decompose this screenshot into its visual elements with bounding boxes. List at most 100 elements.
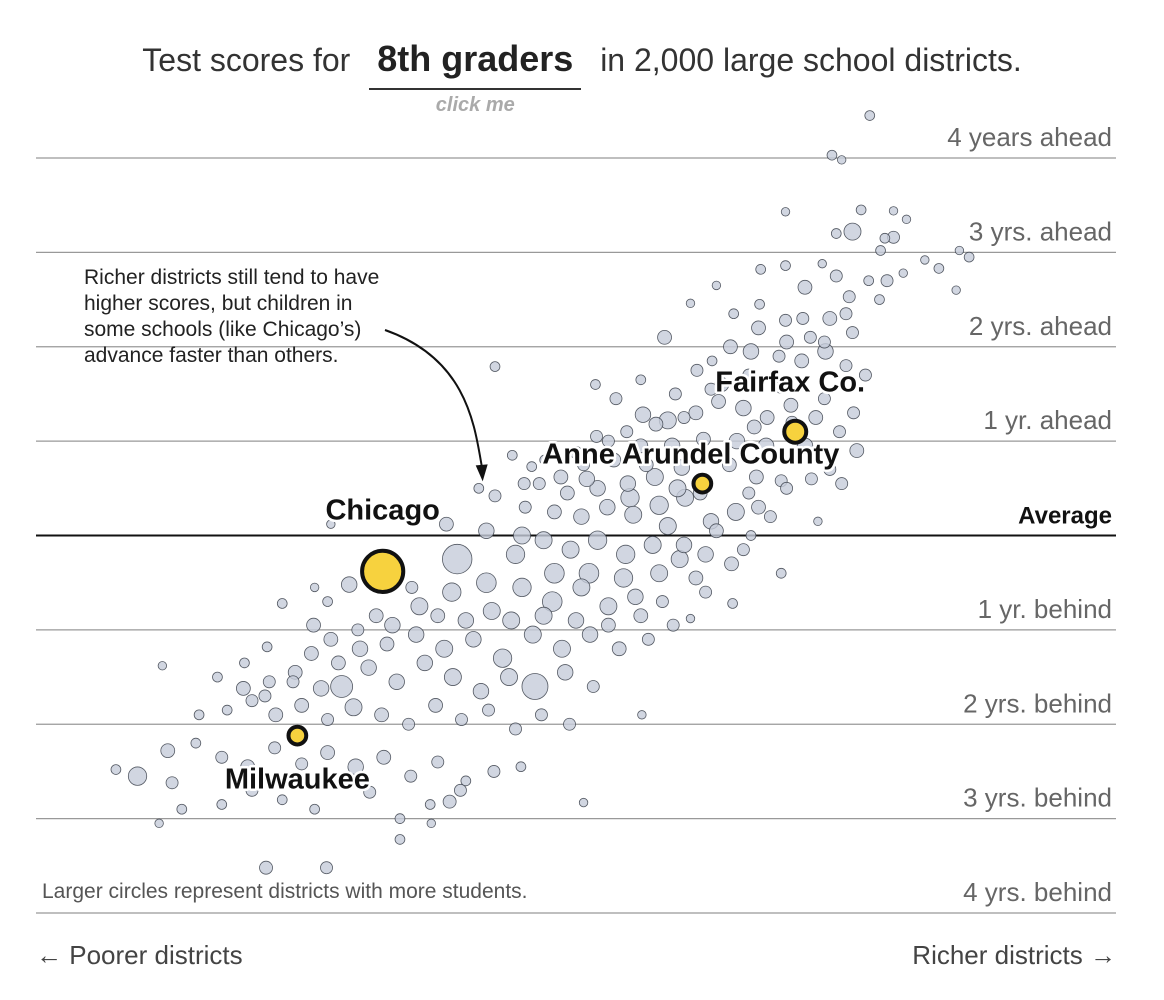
district-circle bbox=[239, 657, 250, 669]
title-suffix: in 2,000 large school districts. bbox=[600, 42, 1022, 78]
district-circle bbox=[668, 387, 682, 401]
district-circle bbox=[745, 530, 757, 541]
district-circle bbox=[633, 438, 649, 454]
district-circle bbox=[384, 616, 401, 634]
district-circle bbox=[212, 671, 223, 683]
district-circle bbox=[796, 312, 810, 325]
district-circle bbox=[517, 477, 531, 491]
annotation-arrow bbox=[384, 329, 484, 472]
district-circle bbox=[587, 530, 608, 550]
district-circle bbox=[294, 698, 310, 713]
highlight-label: Milwaukee bbox=[225, 764, 370, 796]
district-circle bbox=[215, 750, 229, 764]
district-circle bbox=[394, 834, 406, 845]
district-circle bbox=[863, 275, 874, 287]
district-circle bbox=[727, 598, 738, 609]
click-me-hint: click me bbox=[435, 94, 515, 116]
district-circle bbox=[431, 755, 445, 769]
district-circles bbox=[110, 110, 975, 875]
district-circle bbox=[368, 608, 384, 624]
highlight-circle-chicago bbox=[360, 548, 406, 594]
district-circle bbox=[443, 668, 462, 686]
chart-title: Test scores for 8th graders click me in … bbox=[0, 38, 1164, 116]
district-circle bbox=[326, 519, 336, 529]
district-circle bbox=[624, 505, 643, 524]
district-circle bbox=[573, 508, 590, 525]
district-circle bbox=[261, 641, 273, 653]
district-circle bbox=[542, 591, 563, 612]
district-circle bbox=[823, 463, 837, 476]
district-circle bbox=[578, 470, 595, 488]
highlight-label-halo: Fairfax Co. bbox=[715, 367, 865, 399]
poorer-districts-label: ← Poorer districts bbox=[36, 940, 243, 970]
district-circle bbox=[663, 437, 681, 455]
district-circle bbox=[430, 608, 446, 624]
district-circle bbox=[465, 631, 482, 648]
district-circle bbox=[874, 294, 885, 305]
district-circle bbox=[309, 803, 320, 815]
district-circle bbox=[569, 446, 583, 459]
district-circle bbox=[963, 251, 975, 263]
district-circle bbox=[394, 813, 406, 824]
district-circle bbox=[670, 550, 689, 569]
district-circle bbox=[304, 646, 319, 661]
district-circle bbox=[523, 625, 542, 644]
grade-selector-value[interactable]: 8th graders bbox=[377, 38, 574, 79]
district-circle bbox=[160, 743, 176, 759]
district-circle bbox=[704, 382, 718, 396]
y-tick-label: 4 years ahead bbox=[947, 122, 1112, 152]
gridlines bbox=[36, 157, 1116, 914]
district-circle bbox=[711, 280, 722, 291]
district-circle bbox=[859, 368, 872, 382]
district-circle bbox=[668, 479, 687, 498]
grade-selector[interactable]: 8th graders click me bbox=[369, 38, 582, 116]
highlight-circle-milwaukee bbox=[286, 724, 309, 747]
district-circle bbox=[509, 722, 522, 736]
district-circle bbox=[193, 709, 205, 721]
y-tick-label: 1 yr. behind bbox=[978, 594, 1112, 624]
district-circle bbox=[835, 477, 849, 491]
y-tick-label: 4 yrs. behind bbox=[963, 877, 1112, 907]
district-circle bbox=[637, 710, 647, 720]
district-circle bbox=[176, 803, 188, 815]
district-circle bbox=[736, 543, 750, 557]
district-circle bbox=[521, 673, 549, 700]
district-circle bbox=[306, 617, 321, 633]
district-circle bbox=[754, 298, 765, 310]
district-circle bbox=[711, 394, 726, 409]
district-circle bbox=[933, 263, 945, 274]
district-circle bbox=[658, 517, 677, 535]
district-circle bbox=[643, 536, 662, 554]
district-circle bbox=[330, 675, 354, 698]
district-circle bbox=[780, 481, 794, 495]
district-circle bbox=[779, 334, 794, 350]
district-circle bbox=[620, 425, 634, 439]
district-circle bbox=[780, 260, 791, 271]
district-circle bbox=[726, 502, 745, 521]
district-circle bbox=[649, 495, 669, 515]
district-circle bbox=[822, 311, 838, 326]
district-circle bbox=[154, 818, 164, 829]
district-circle bbox=[560, 485, 575, 501]
district-circle bbox=[320, 745, 335, 760]
district-circle bbox=[457, 612, 475, 629]
district-circle bbox=[553, 469, 569, 485]
district-circle bbox=[755, 264, 766, 275]
district-circle bbox=[410, 597, 429, 616]
district-circle bbox=[442, 582, 462, 602]
size-legend-note: Larger circles represent districts with … bbox=[42, 880, 528, 903]
district-circle bbox=[547, 504, 562, 520]
district-circle bbox=[563, 717, 576, 731]
district-circle bbox=[780, 207, 791, 217]
district-circle bbox=[805, 472, 818, 486]
district-circle bbox=[813, 516, 823, 527]
district-circle bbox=[259, 860, 273, 875]
district-circle bbox=[262, 675, 276, 689]
district-circle bbox=[157, 661, 168, 671]
district-circle bbox=[794, 353, 810, 369]
district-circle bbox=[699, 585, 713, 599]
district-circle bbox=[539, 454, 550, 466]
district-circle bbox=[849, 443, 865, 458]
district-circle bbox=[363, 785, 377, 799]
